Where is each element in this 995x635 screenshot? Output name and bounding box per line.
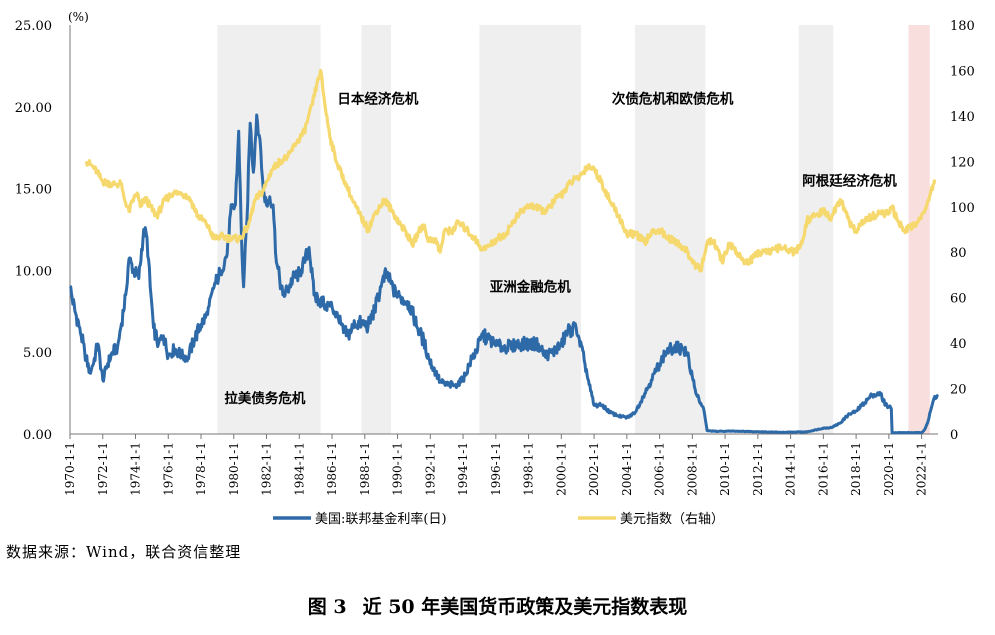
series-line-0 [69, 113, 939, 435]
right-tick-4: 80 [950, 246, 967, 261]
shaded-period-0 [217, 25, 321, 434]
annotation-4: 阿根廷经济危机 [802, 172, 897, 189]
crisis-shading [217, 25, 930, 434]
left-tick-5: 25.00 [15, 19, 52, 34]
right-tick-9: 180 [950, 19, 975, 34]
x-tick-label-24: 2018-1-1 [849, 442, 863, 496]
shaded-period-3 [635, 25, 706, 434]
right-tick-7: 140 [950, 110, 975, 125]
right-tick-3: 60 [950, 292, 967, 307]
x-tick-label-15: 2000-1-1 [554, 442, 568, 496]
right-tick-5: 100 [950, 201, 975, 216]
left-tick-4: 20.00 [15, 101, 52, 116]
figure-caption: 图 3 近 50 年美国货币政策及美元指数表现 [0, 592, 995, 619]
x-tick-label-20: 2010-1-1 [718, 442, 732, 496]
source-note: 数据来源：Wind，联合资信整理 [6, 543, 242, 561]
x-tick-label-3: 1976-1-1 [161, 442, 175, 496]
annotation-0: 拉美债务危机 [224, 390, 305, 407]
right-tick-1: 20 [950, 383, 967, 398]
left-tick-2: 10.00 [15, 264, 52, 279]
x-tick-label-5: 1980-1-1 [227, 442, 241, 496]
x-tick-label-7: 1984-1-1 [292, 442, 306, 496]
x-tick-label-2: 1974-1-1 [129, 442, 143, 496]
annotation-1: 日本经济危机 [337, 91, 418, 108]
left-tick-1: 5.00 [23, 346, 52, 361]
right-tick-0: 0 [950, 428, 958, 443]
annotation-2: 亚洲金融危机 [490, 279, 571, 296]
x-tick-label-11: 1992-1-1 [423, 442, 437, 496]
x-tick-label-14: 1998-1-1 [522, 442, 536, 496]
x-tick-label-13: 1996-1-1 [489, 442, 503, 496]
x-tick-label-9: 1988-1-1 [358, 442, 372, 496]
x-tick-label-1: 1972-1-1 [96, 442, 110, 496]
x-tick-label-26: 2022-1-1 [915, 442, 929, 496]
series-line-1 [84, 68, 937, 273]
right-tick-8: 160 [950, 64, 975, 79]
shaded-period-5 [908, 25, 930, 434]
x-tick-label-17: 2004-1-1 [620, 442, 634, 496]
figure-number: 图 3 [307, 596, 347, 618]
x-tick-label-6: 1982-1-1 [260, 442, 274, 496]
x-tick-label-0: 1970-1-1 [63, 442, 77, 496]
annotation-3: 次债危机和欧债危机 [612, 91, 734, 108]
figure-title: 近 50 年美国货币政策及美元指数表现 [362, 596, 688, 618]
left-axis-unit: (%) [68, 10, 89, 24]
left-tick-0: 0.00 [23, 428, 52, 443]
shaded-period-2 [479, 25, 581, 434]
legend-label-0: 美国:联邦基金利率(日) [315, 511, 447, 527]
x-tick-label-12: 1994-1-1 [456, 442, 470, 496]
legend: 美国:联邦基金利率(日) 美元指数（右轴） [273, 511, 724, 527]
x-tick-label-22: 2014-1-1 [784, 442, 798, 496]
x-tick-label-4: 1978-1-1 [194, 442, 208, 496]
plot-frame [69, 25, 938, 435]
left-tick-3: 15.00 [15, 183, 52, 198]
legend-label-1: 美元指数（右轴） [620, 512, 724, 527]
x-tick-label-8: 1986-1-1 [325, 442, 339, 496]
right-tick-2: 40 [950, 337, 967, 352]
x-tick-label-21: 2012-1-1 [751, 442, 765, 496]
x-tick-label-25: 2020-1-1 [882, 442, 896, 496]
series-lines [69, 68, 939, 435]
x-tick-label-23: 2016-1-1 [816, 442, 830, 496]
right-tick-6: 120 [950, 155, 975, 170]
x-tick-label-10: 1990-1-1 [391, 442, 405, 496]
x-tick-label-19: 2008-1-1 [685, 442, 699, 496]
x-tick-label-18: 2006-1-1 [653, 442, 667, 496]
axes: 0.00 5.00 10.00 15.00 20.00 25.00 (%) 0 20 40 60 80… [15, 10, 975, 496]
x-tick-label-16: 2002-1-1 [587, 442, 601, 496]
